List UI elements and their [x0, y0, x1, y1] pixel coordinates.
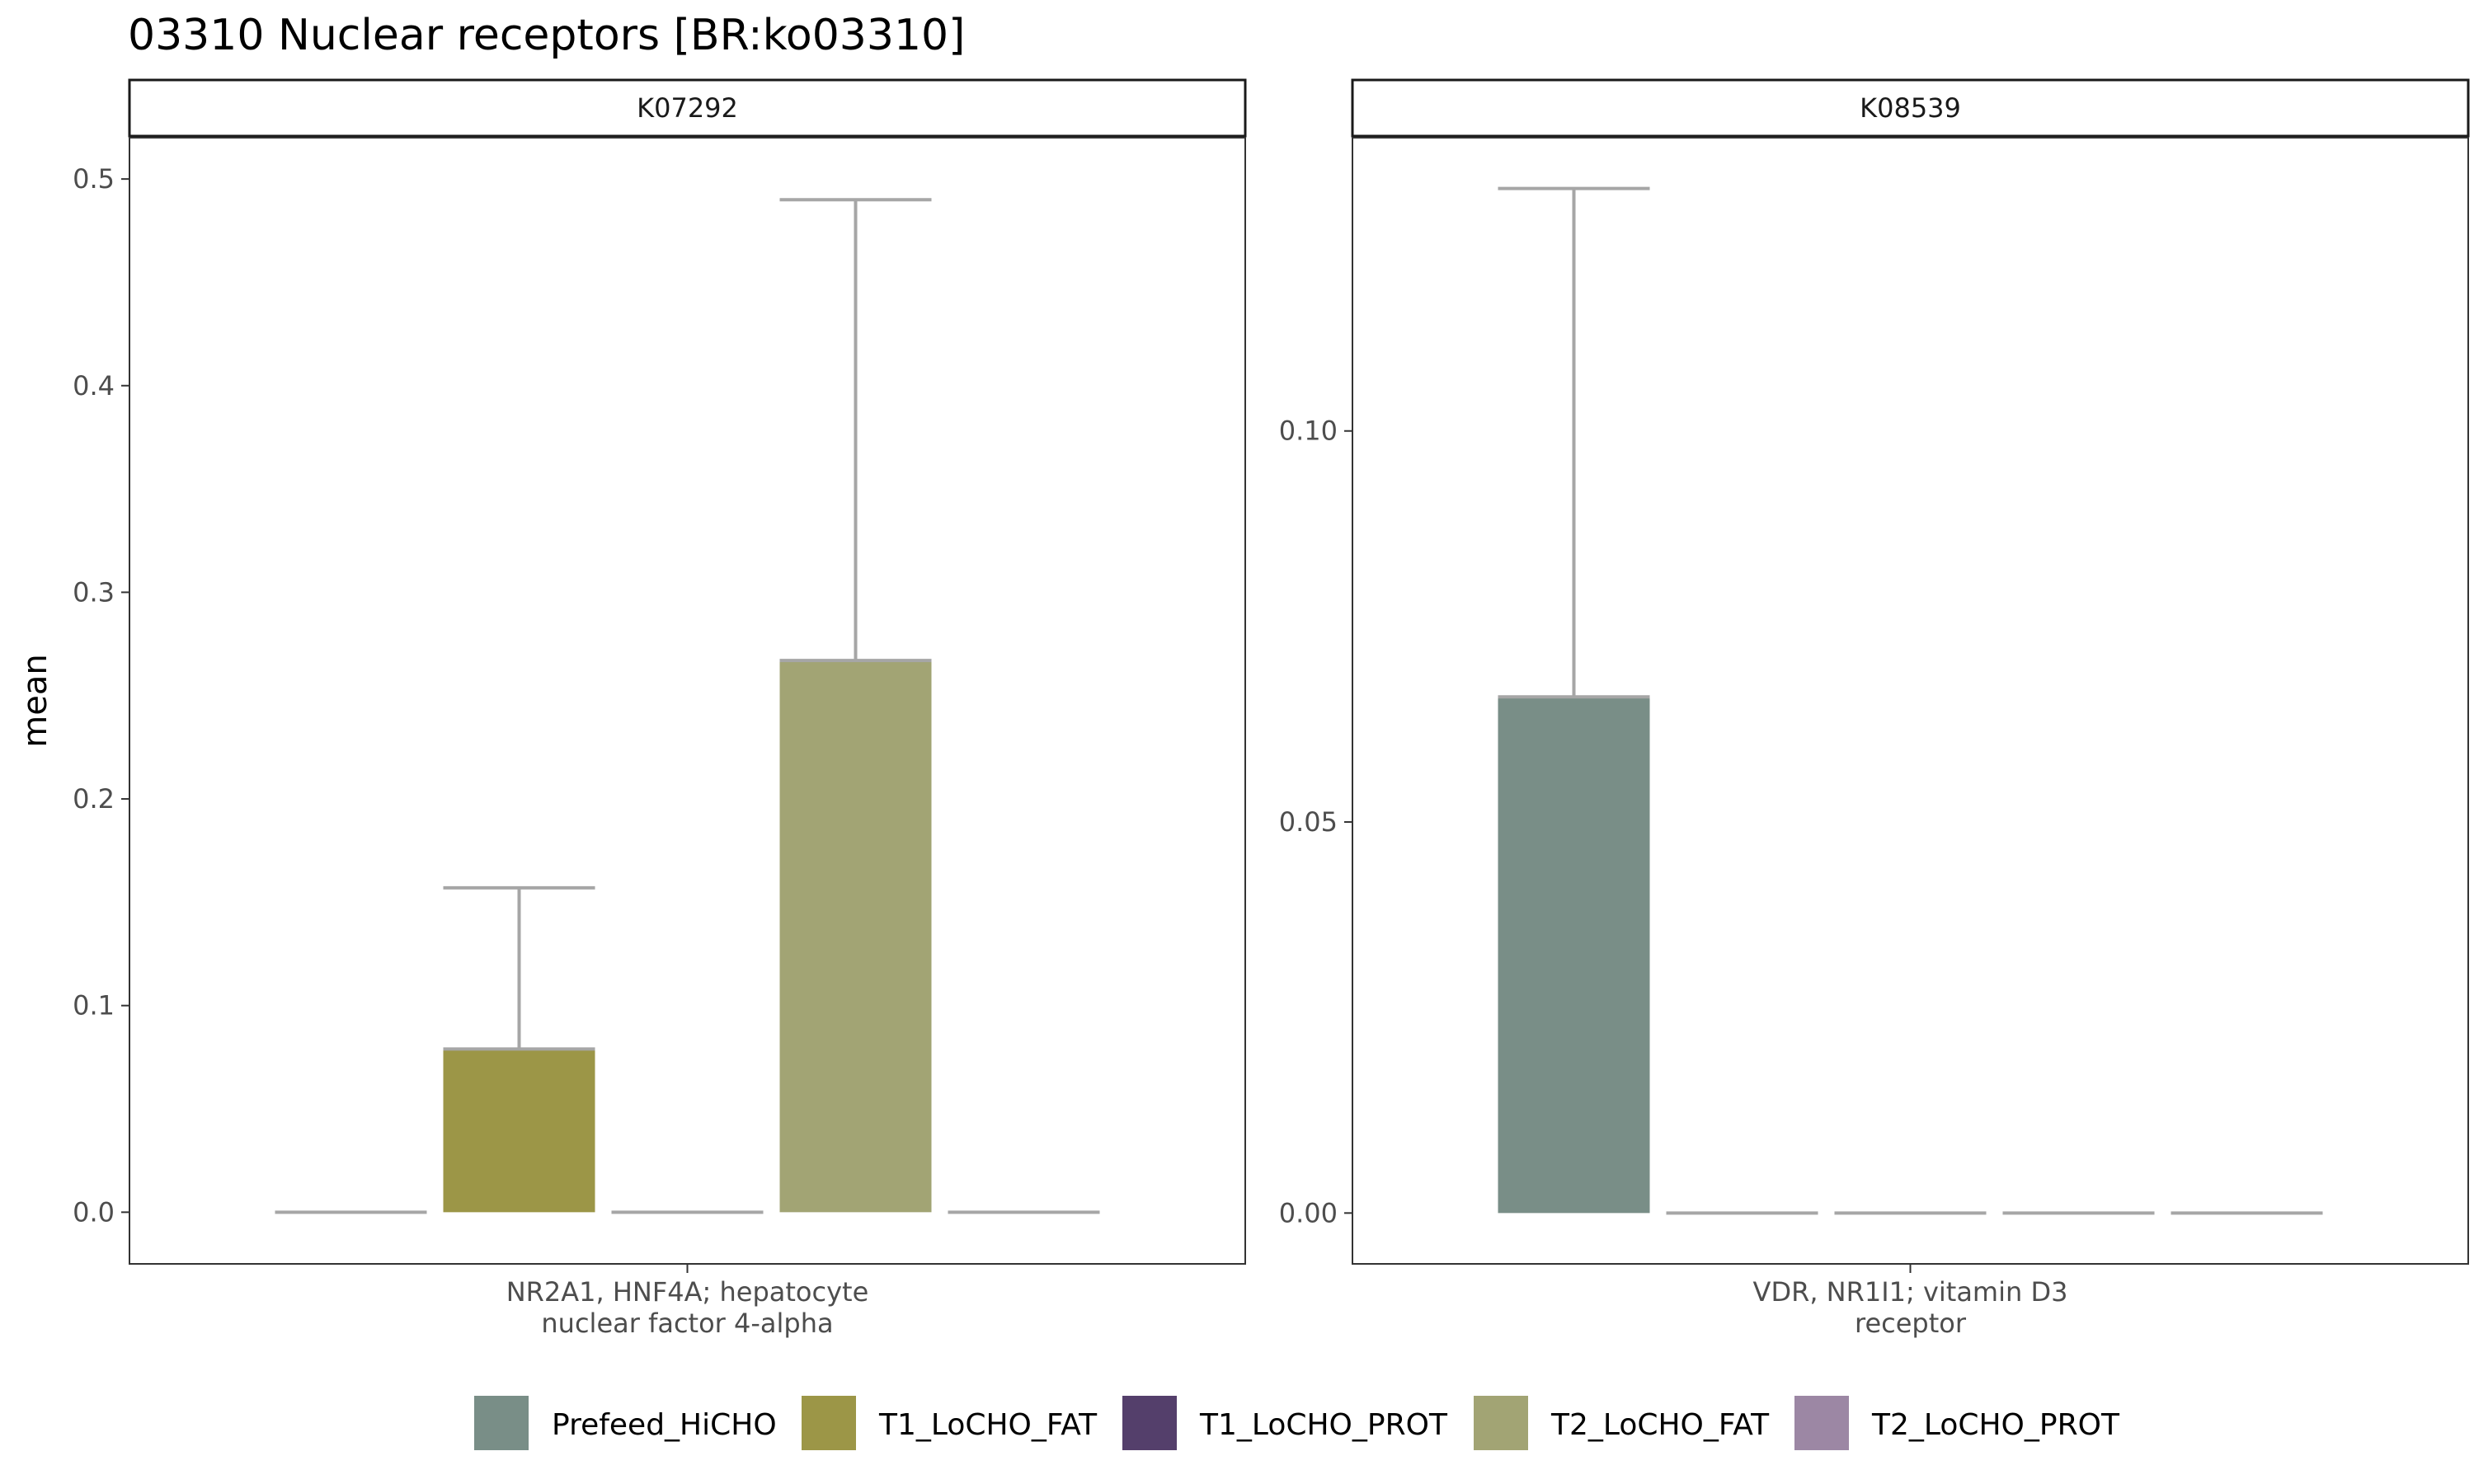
y-tick-label: 0.1 — [73, 990, 115, 1021]
y-tick-label: 0.5 — [73, 163, 115, 195]
legend-key-t1-locho-prot — [1122, 1396, 1177, 1450]
chart-title: 03310 Nuclear receptors [BR:ko03310] — [128, 11, 965, 60]
legend-item-t1-locho-prot: T1_LoCHO_PROT — [1122, 1396, 1448, 1450]
y-axis-label: mean — [16, 654, 54, 747]
legend-label: T1_LoCHO_PROT — [1199, 1408, 1448, 1442]
panels: K07292 0.0 0.1 0.2 0.3 0.4 0.5 NR2A1, HNF4A; he… — [73, 78, 2470, 1339]
legend-key-prefeed-hicho — [474, 1396, 529, 1450]
legend-label: T1_LoCHO_FAT — [878, 1408, 1098, 1442]
legend-label: Prefeed_HiCHO — [552, 1408, 777, 1442]
panel-k07292: K07292 0.0 0.1 0.2 0.3 0.4 0.5 NR2A1, HNF4A; he… — [73, 78, 1247, 1339]
plot-panel-background — [129, 138, 1245, 1264]
bar-t1-locho-fat — [443, 1049, 595, 1213]
legend: Prefeed_HiCHO T1_LoCHO_FAT T1_LoCHO_PROT T2… — [474, 1396, 2120, 1450]
y-tick-label: 0.2 — [73, 783, 115, 815]
x-tick-label: VDR, NR1I1; vitamin D3 — [1753, 1276, 2068, 1308]
y-tick-label: 0.05 — [1279, 806, 1338, 838]
facet-strip-label: K08539 — [1860, 92, 1961, 124]
legend-key-t2-locho-prot — [1794, 1396, 1849, 1450]
panel-k08539: K08539 0.00 0.05 0.10 VDR, NR1I1; vitamin D3… — [1279, 78, 2470, 1339]
bar-prefeed-hicho — [1498, 697, 1650, 1214]
x-tick-label: nuclear factor 4-alpha — [541, 1308, 833, 1339]
legend-key-t1-locho-fat — [802, 1396, 856, 1450]
legend-item-t2-locho-prot: T2_LoCHO_PROT — [1794, 1396, 2120, 1450]
y-tick-label: 0.10 — [1279, 416, 1338, 447]
facet-strip-label: K07292 — [637, 92, 738, 124]
y-tick-label: 0.4 — [73, 370, 115, 402]
facet-strip — [1351, 78, 2470, 138]
y-tick-label: 0.00 — [1279, 1197, 1338, 1228]
facet-strip — [128, 78, 1247, 138]
y-tick-label: 0.3 — [73, 576, 115, 608]
x-tick-label: NR2A1, HNF4A; hepatocyte — [506, 1276, 869, 1308]
legend-item-prefeed-hicho: Prefeed_HiCHO — [474, 1396, 777, 1450]
legend-item-t2-locho-fat: T2_LoCHO_FAT — [1474, 1396, 1770, 1450]
y-tick-label: 0.0 — [73, 1196, 115, 1228]
bar-t2-locho-fat — [779, 660, 932, 1213]
legend-item-t1-locho-fat: T1_LoCHO_FAT — [802, 1396, 1098, 1450]
legend-label: T2_LoCHO_PROT — [1871, 1408, 2120, 1442]
legend-key-t2-locho-fat — [1474, 1396, 1528, 1450]
x-tick-label: receptor — [1855, 1308, 1967, 1339]
legend-label: T2_LoCHO_FAT — [1550, 1408, 1770, 1442]
